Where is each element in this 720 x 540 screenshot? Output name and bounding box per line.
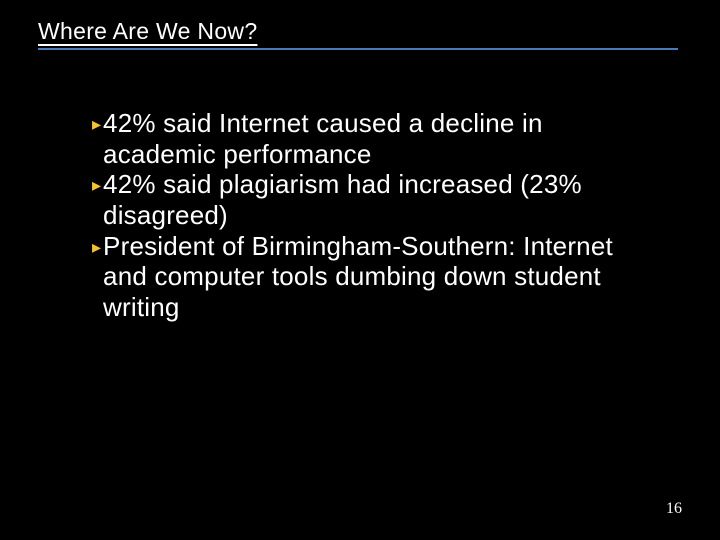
bullet-text: 42% said Internet caused a decline in ac… [103,108,660,169]
bullet-marker-icon: ▸ [92,169,101,201]
bullet-item: ▸ 42% said plagiarism had increased (23%… [92,169,660,230]
title-area: Where Are We Now? [0,0,720,45]
bullet-item: ▸ 42% said Internet caused a decline in … [92,108,660,169]
bullet-text: President of Birmingham-Southern: Intern… [103,231,660,323]
bullet-item: ▸ President of Birmingham-Southern: Inte… [92,231,660,323]
bullet-text: 42% said plagiarism had increased (23% d… [103,169,660,230]
bullet-marker-icon: ▸ [92,231,101,263]
content-area: ▸ 42% said Internet caused a decline in … [0,50,720,323]
slide-title: Where Are We Now? [38,18,720,45]
slide: Where Are We Now? ▸ 42% said Internet ca… [0,0,720,540]
page-number: 16 [666,500,682,518]
bullet-marker-icon: ▸ [92,108,101,140]
